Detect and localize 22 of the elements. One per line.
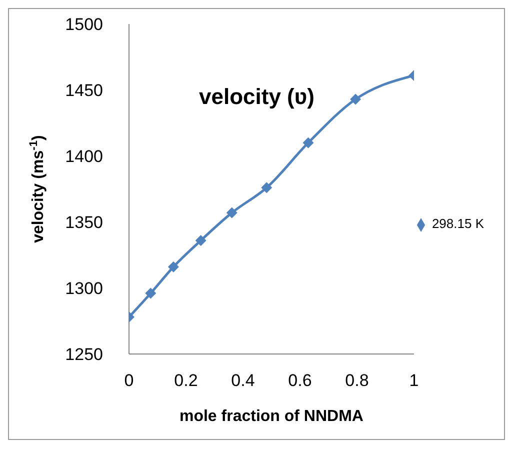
point <box>261 182 272 194</box>
point <box>226 207 238 218</box>
point <box>195 234 206 246</box>
point <box>145 288 156 299</box>
y-tick-label: 1250 <box>65 345 103 364</box>
x-tick-label: 0.2 <box>174 371 198 390</box>
x-tick-label: 0.6 <box>288 371 312 390</box>
x-tick-label: 1 <box>409 371 419 390</box>
point <box>350 94 362 105</box>
point <box>168 261 179 272</box>
y-tick-label: 1400 <box>65 147 103 166</box>
legend-label: 298.15 K <box>432 216 484 232</box>
y-tick-label: 1300 <box>65 279 103 298</box>
x-tick-label: 0.4 <box>231 371 255 390</box>
y-tick-label: 1450 <box>65 81 103 100</box>
point <box>302 137 314 148</box>
x-tick-label: 0 <box>124 371 134 390</box>
y-tick-label: 1500 <box>65 15 103 34</box>
x-axis-title: mole fraction of NNDMA <box>179 408 364 425</box>
y-tick-label: 1350 <box>65 213 103 232</box>
text: velocity (ʋ) <box>199 84 314 110</box>
x-tick-label: 0.8 <box>345 371 369 390</box>
